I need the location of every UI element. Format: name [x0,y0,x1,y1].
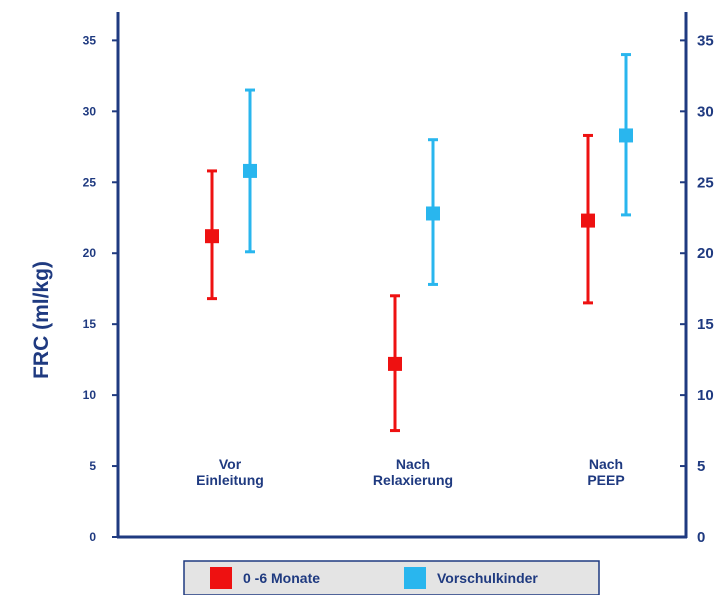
category-label-line: Nach [589,456,623,472]
y-tick-label-left: 20 [83,246,97,260]
category-label-line: Einleitung [196,472,264,488]
legend: 0 -6 Monate Vorschulkinder [183,560,600,595]
y-tick-label-left: 5 [89,459,96,473]
y-tick-label-left: 10 [83,388,97,402]
y-tick-label-right: 35 [697,32,714,49]
category-label: Nach Relaxierung [373,456,453,488]
y-tick-label-left: 35 [83,33,97,47]
legend-swatch [404,567,426,589]
y-tick-label-right: 15 [697,316,714,333]
data-point [388,356,402,371]
data-point [581,213,595,228]
y-tick-label-right: 0 [697,529,705,546]
y-tick-label-right: 5 [697,458,705,475]
category-label: Nach PEEP [587,456,624,488]
category-label-line: Relaxierung [373,472,453,488]
y-tick-label-left: 30 [83,104,97,118]
data-marks [205,53,633,433]
category-label-line: Vor [219,456,242,472]
category-label-line: PEEP [587,472,624,488]
category-label: Vor Einleitung [196,456,264,488]
y-tick-label-right: 25 [697,174,714,191]
data-point [619,128,633,143]
legend-label: 0 -6 Monate [243,570,320,586]
legend-swatch [210,567,232,589]
y-tick-label-right: 10 [697,387,714,404]
category-label-line: Nach [396,456,430,472]
y-axis-title: FRC (ml/kg) [30,261,53,379]
y-tick-label-left: 15 [83,317,97,331]
data-point [205,229,219,244]
legend-box [183,560,600,595]
y-tick-label-left: 0 [89,530,96,544]
data-point [426,206,440,221]
legend-label: Vorschulkinder [437,570,538,586]
y-tick-label-right: 30 [697,103,714,120]
axes: 0 0 5 5 10 10 15 15 20 20 25 25 30 30 35 35 [83,12,714,546]
y-tick-label-left: 25 [83,175,97,189]
y-tick-label-right: 20 [697,245,714,262]
data-point [243,163,257,178]
